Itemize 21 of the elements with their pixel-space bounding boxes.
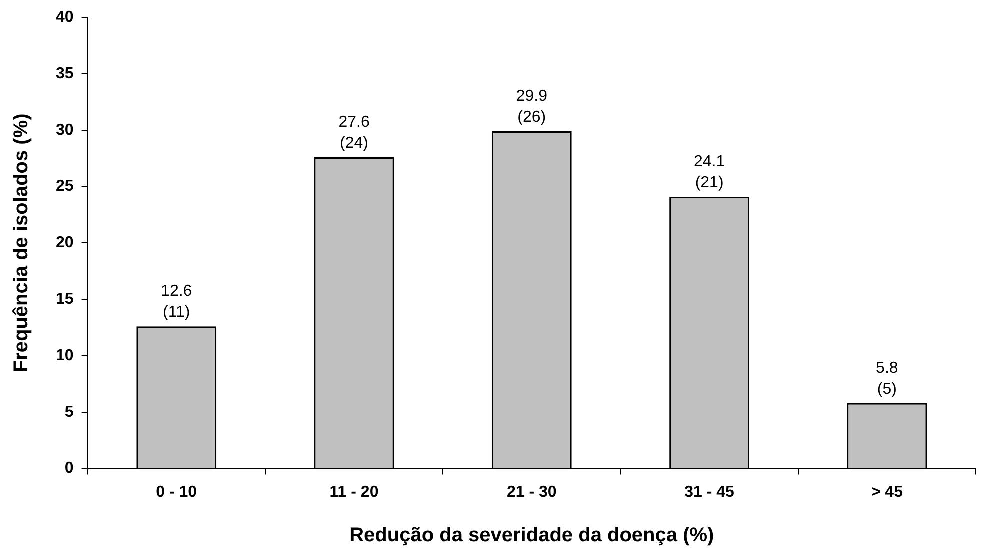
y-tick-label: 15: [56, 291, 74, 308]
x-tick-label: > 45: [871, 484, 904, 501]
data-label: 12.6 (11): [161, 283, 192, 322]
x-axis-title: Redução da severidade da doença (%): [350, 524, 714, 547]
data-label: 29.9 (26): [516, 88, 548, 126]
data-label: 24.1 (21): [694, 153, 726, 192]
x-tick-label: 31 - 45: [684, 484, 735, 501]
y-tick-label: 10: [56, 347, 74, 364]
y-tick-label: 30: [56, 122, 74, 139]
y-tick-label: 40: [56, 9, 74, 26]
y-tick-label: 25: [56, 178, 74, 196]
y-tick-label: 5: [64, 404, 74, 421]
x-tick-label: 11 - 20: [330, 484, 379, 501]
y-tick-label: 20: [56, 234, 74, 252]
y-tick-label: 35: [56, 65, 74, 82]
data-label: 5.8 (5): [876, 360, 898, 398]
x-tick-label: 0 - 10: [156, 484, 198, 501]
y-tick-label: 0: [64, 460, 74, 478]
y-axis-title: Frequência de isolados (%): [10, 114, 33, 373]
data-label: 27.6 (24): [338, 114, 370, 152]
x-tick-label: 21 - 30: [506, 484, 557, 501]
